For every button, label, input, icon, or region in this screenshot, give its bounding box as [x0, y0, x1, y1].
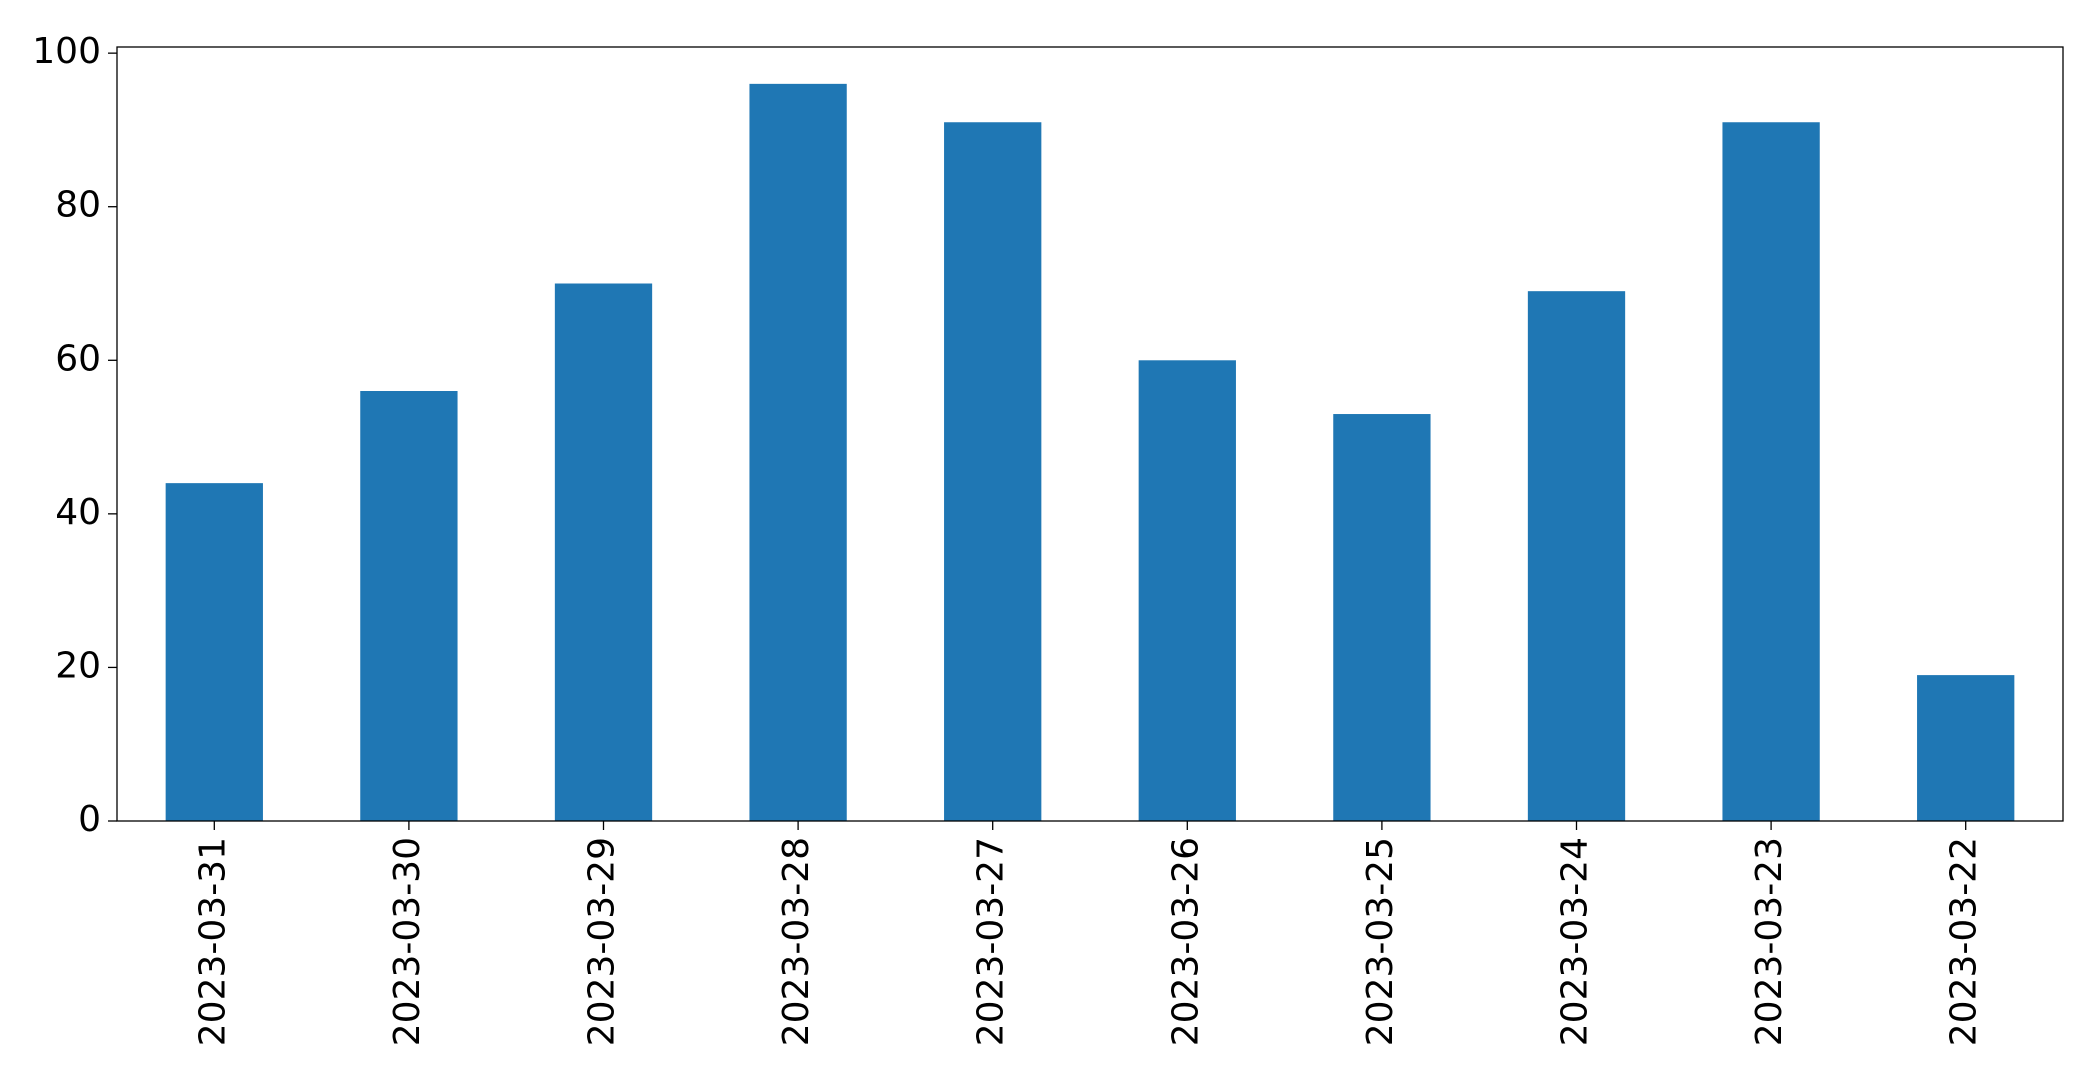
x-tick-label: 2023-03-23: [1749, 837, 1790, 1046]
bar: [749, 83, 847, 822]
x-tick-label: 2023-03-28: [776, 837, 817, 1046]
bar: [1917, 675, 2015, 821]
y-tick-label: 80: [55, 185, 101, 226]
y-tick-label: 100: [32, 31, 101, 72]
plot-frame: [116, 46, 2064, 822]
y-tick-label: 60: [55, 338, 101, 379]
bar: [1722, 122, 1820, 821]
x-tick-label: 2023-03-26: [1165, 837, 1206, 1046]
bar: [1138, 360, 1236, 821]
bar: [554, 283, 653, 821]
x-tick-label: 2023-03-27: [971, 837, 1012, 1046]
x-tick-label: 2023-03-24: [1555, 837, 1596, 1046]
x-tick-label: 2023-03-31: [192, 837, 233, 1046]
y-tick-label: 20: [55, 645, 101, 686]
y-tick-label: 0: [78, 799, 101, 840]
bar: [944, 122, 1042, 821]
bar: [1527, 291, 1626, 821]
y-tick-label: 40: [55, 492, 101, 533]
x-tick-label: 2023-03-29: [582, 837, 623, 1046]
bar: [165, 483, 263, 821]
x-tick-label: 2023-03-22: [1944, 837, 1985, 1046]
x-tick-label: 2023-03-25: [1360, 837, 1401, 1046]
x-tick-label: 2023-03-30: [387, 837, 428, 1046]
bar: [360, 391, 458, 821]
bar: [1333, 414, 1431, 821]
